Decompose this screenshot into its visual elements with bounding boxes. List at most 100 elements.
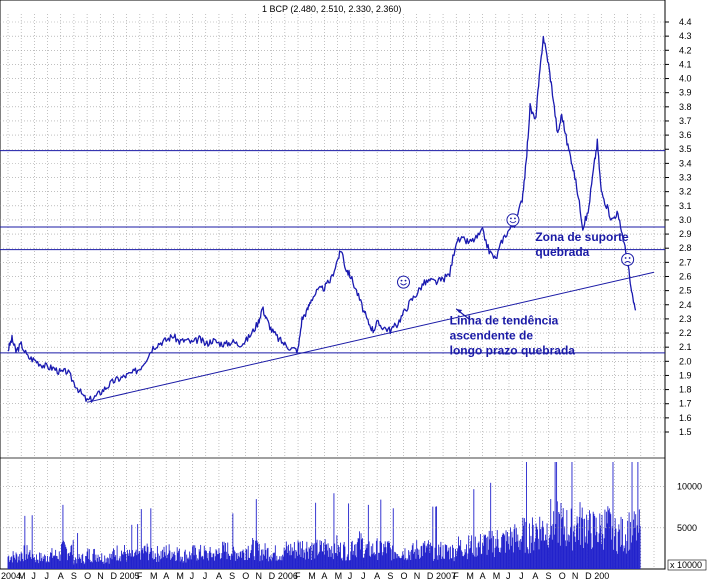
time-tick-label: O <box>242 571 249 581</box>
time-tick-label: O <box>401 571 408 581</box>
price-tick-label: 1.5 <box>679 427 692 437</box>
price-tick-label: 4.3 <box>679 31 692 41</box>
price-tick-label: 3.1 <box>679 201 692 211</box>
price-tick-label: 4.1 <box>679 59 692 69</box>
plot-frame <box>0 0 666 570</box>
time-tick-label: 2005 <box>120 571 140 581</box>
price-tick-label: 3.3 <box>679 173 692 183</box>
price-tick-label: 2.0 <box>679 356 692 366</box>
marker-eye <box>400 279 403 282</box>
time-tick-label: F <box>453 571 459 581</box>
time-tick-label: A <box>321 571 327 581</box>
annotation-line: Zona de suporte <box>535 230 629 244</box>
smiley-icon <box>506 213 520 227</box>
annotations: Zona de suporte quebrada Linha de tendênci… <box>450 230 629 357</box>
annotation-line: longo prazo quebrada <box>450 344 576 358</box>
time-tick-label: A <box>163 571 169 581</box>
marker-mouth <box>624 261 631 264</box>
grid <box>0 0 666 570</box>
reference-lines <box>0 150 665 403</box>
time-tick-label: D <box>585 571 592 581</box>
annotation-text: Zona de suporte quebrada <box>535 230 629 259</box>
time-tick-label: M <box>493 571 501 581</box>
price-tick-label: 4.2 <box>679 45 692 55</box>
time-tick-label: S <box>546 571 552 581</box>
time-tick-label: O <box>84 571 91 581</box>
time-tick-label: D <box>110 571 117 581</box>
time-tick-label: A <box>216 571 222 581</box>
time-tick-label: J <box>361 571 366 581</box>
time-tick-label: J <box>203 571 208 581</box>
volume-tick-label: 5000 <box>677 523 697 533</box>
marker-eye <box>628 257 631 259</box>
price-tick-label: 2.4 <box>679 300 692 310</box>
time-tick-label: J <box>45 571 50 581</box>
time-tick-label: F <box>295 571 301 581</box>
price-tick-label: 3.7 <box>679 116 692 126</box>
price-tick-label: 2.8 <box>679 243 692 253</box>
annotation-line: quebrada <box>535 245 589 259</box>
time-tick-label: S <box>229 571 235 581</box>
time-tick-label: 2004 <box>1 571 21 581</box>
time-tick-label: J <box>348 571 353 581</box>
chart-title: 1 BCP (2.480, 2.510, 2.330, 2.360) <box>262 4 401 14</box>
annotation-arrowhead <box>456 309 463 313</box>
price-tick-label: 2.9 <box>679 229 692 239</box>
price-tick-label: 1.9 <box>679 370 692 380</box>
time-tick-label: J <box>190 571 195 581</box>
price-series <box>7 35 637 403</box>
volume-tick-label: 10000 <box>677 482 702 492</box>
time-tick-label: N <box>97 571 104 581</box>
price-tick-label: 3.9 <box>679 88 692 98</box>
price-tick-label: 3.5 <box>679 144 692 154</box>
smiley-icon <box>397 275 411 289</box>
time-tick-label: S <box>387 571 393 581</box>
time-tick-label: S <box>71 571 77 581</box>
markers <box>397 213 635 289</box>
trend-line <box>86 271 655 403</box>
time-tick-label: M <box>335 571 343 581</box>
time-tick-label: D <box>427 571 434 581</box>
price-tick-label: 2.3 <box>679 314 692 324</box>
price-tick-label: 3.0 <box>679 215 692 225</box>
marker-mouth <box>400 283 407 286</box>
time-tick-label: M <box>150 571 158 581</box>
time-tick-label: A <box>374 571 380 581</box>
price-tick-label: 2.7 <box>679 257 692 267</box>
price-tick-label: 1.6 <box>679 413 692 423</box>
volume-bars <box>7 462 641 569</box>
price-tick-label: 4.0 <box>679 74 692 84</box>
time-tick-label: 200 <box>594 571 609 581</box>
time-tick-label: 2007 <box>436 571 456 581</box>
time-tick-label: M <box>176 571 184 581</box>
annotation-text: Linha de tendência ascendente de longo pra… <box>450 314 576 358</box>
time-tick-label: O <box>559 571 566 581</box>
volume-unit-label: x 10000 <box>670 560 702 570</box>
price-tick-label: 4.4 <box>679 17 692 27</box>
time-tick-label: M <box>466 571 474 581</box>
price-tick-label: 2.6 <box>679 271 692 281</box>
time-tick-label: N <box>414 571 421 581</box>
time-tick-label: A <box>480 571 486 581</box>
time-tick-label: J <box>506 571 511 581</box>
volume-axis: 10000 5000 x 10000 <box>0 482 707 571</box>
frown-icon <box>621 253 635 267</box>
volume-unit-box <box>667 559 707 571</box>
time-tick-label: F <box>137 571 143 581</box>
marker-face <box>397 275 411 289</box>
time-tick-label: N <box>255 571 262 581</box>
marker-mouth <box>509 220 517 224</box>
marker-eye <box>404 279 407 282</box>
marker-face <box>506 213 520 227</box>
time-tick-label: M <box>308 571 316 581</box>
time-tick-label: N <box>572 571 579 581</box>
price-tick-label: 3.4 <box>679 158 692 168</box>
marker-eye <box>624 257 627 259</box>
marker-eye <box>514 217 516 220</box>
marker-face <box>621 253 635 267</box>
time-tick-label: M <box>18 571 26 581</box>
price-tick-label: 3.2 <box>679 187 692 197</box>
annotation-line: Linha de tendência <box>450 314 559 328</box>
